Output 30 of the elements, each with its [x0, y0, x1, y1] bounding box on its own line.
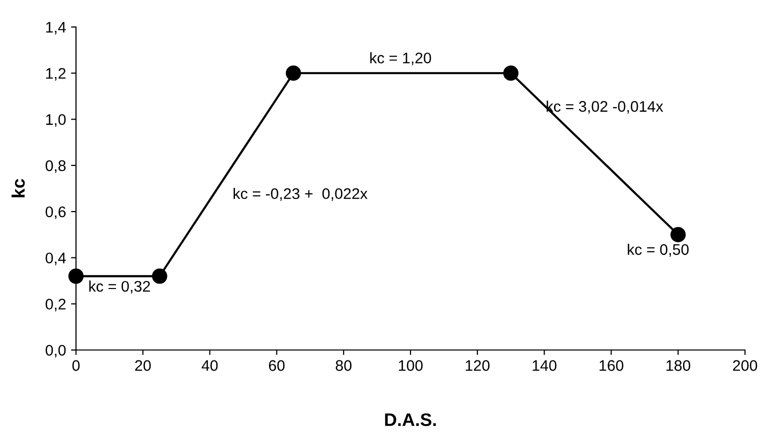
x-tick-label: 100 — [398, 360, 423, 371]
point — [68, 268, 84, 284]
y-tick-label: 1,2 — [46, 68, 66, 81]
annotation: kc = 0,50 — [628, 244, 689, 257]
y-axis-title: kc — [12, 178, 25, 198]
x-tick-label: 80 — [336, 360, 352, 371]
y-tick-label: 0,4 — [46, 252, 66, 266]
x-tick-label: 0 — [72, 360, 80, 371]
point — [152, 268, 168, 284]
annotation: kc = -0,23 + 0,022x — [234, 188, 368, 201]
y-tick-label: 0,2 — [46, 298, 66, 312]
y-tick-label: 1,0 — [46, 114, 66, 127]
y-tick-label: 0,0 — [46, 344, 66, 358]
y-tick-label: 0,8 — [46, 160, 66, 173]
y-tick-label: 0,6 — [46, 206, 66, 220]
x-tick-label: 120 — [466, 360, 490, 371]
point — [670, 227, 686, 242]
annotation: kc = 0,32 — [89, 280, 150, 294]
x-tick-label: 160 — [600, 360, 624, 371]
y-tick-label: 1,4 — [46, 22, 66, 34]
x-tick-label: 60 — [268, 360, 285, 371]
x-tick-label: 40 — [202, 360, 218, 371]
point — [503, 66, 518, 81]
x-tick-label: 20 — [135, 360, 151, 371]
annotation: kc = 1,20 — [370, 52, 432, 66]
x-tick-label: 180 — [666, 360, 690, 371]
x-tick-label: 200 — [733, 360, 758, 371]
x-tick-label: 140 — [532, 360, 556, 371]
x-axis-title: D.A.S. — [385, 413, 436, 426]
point — [286, 66, 302, 81]
